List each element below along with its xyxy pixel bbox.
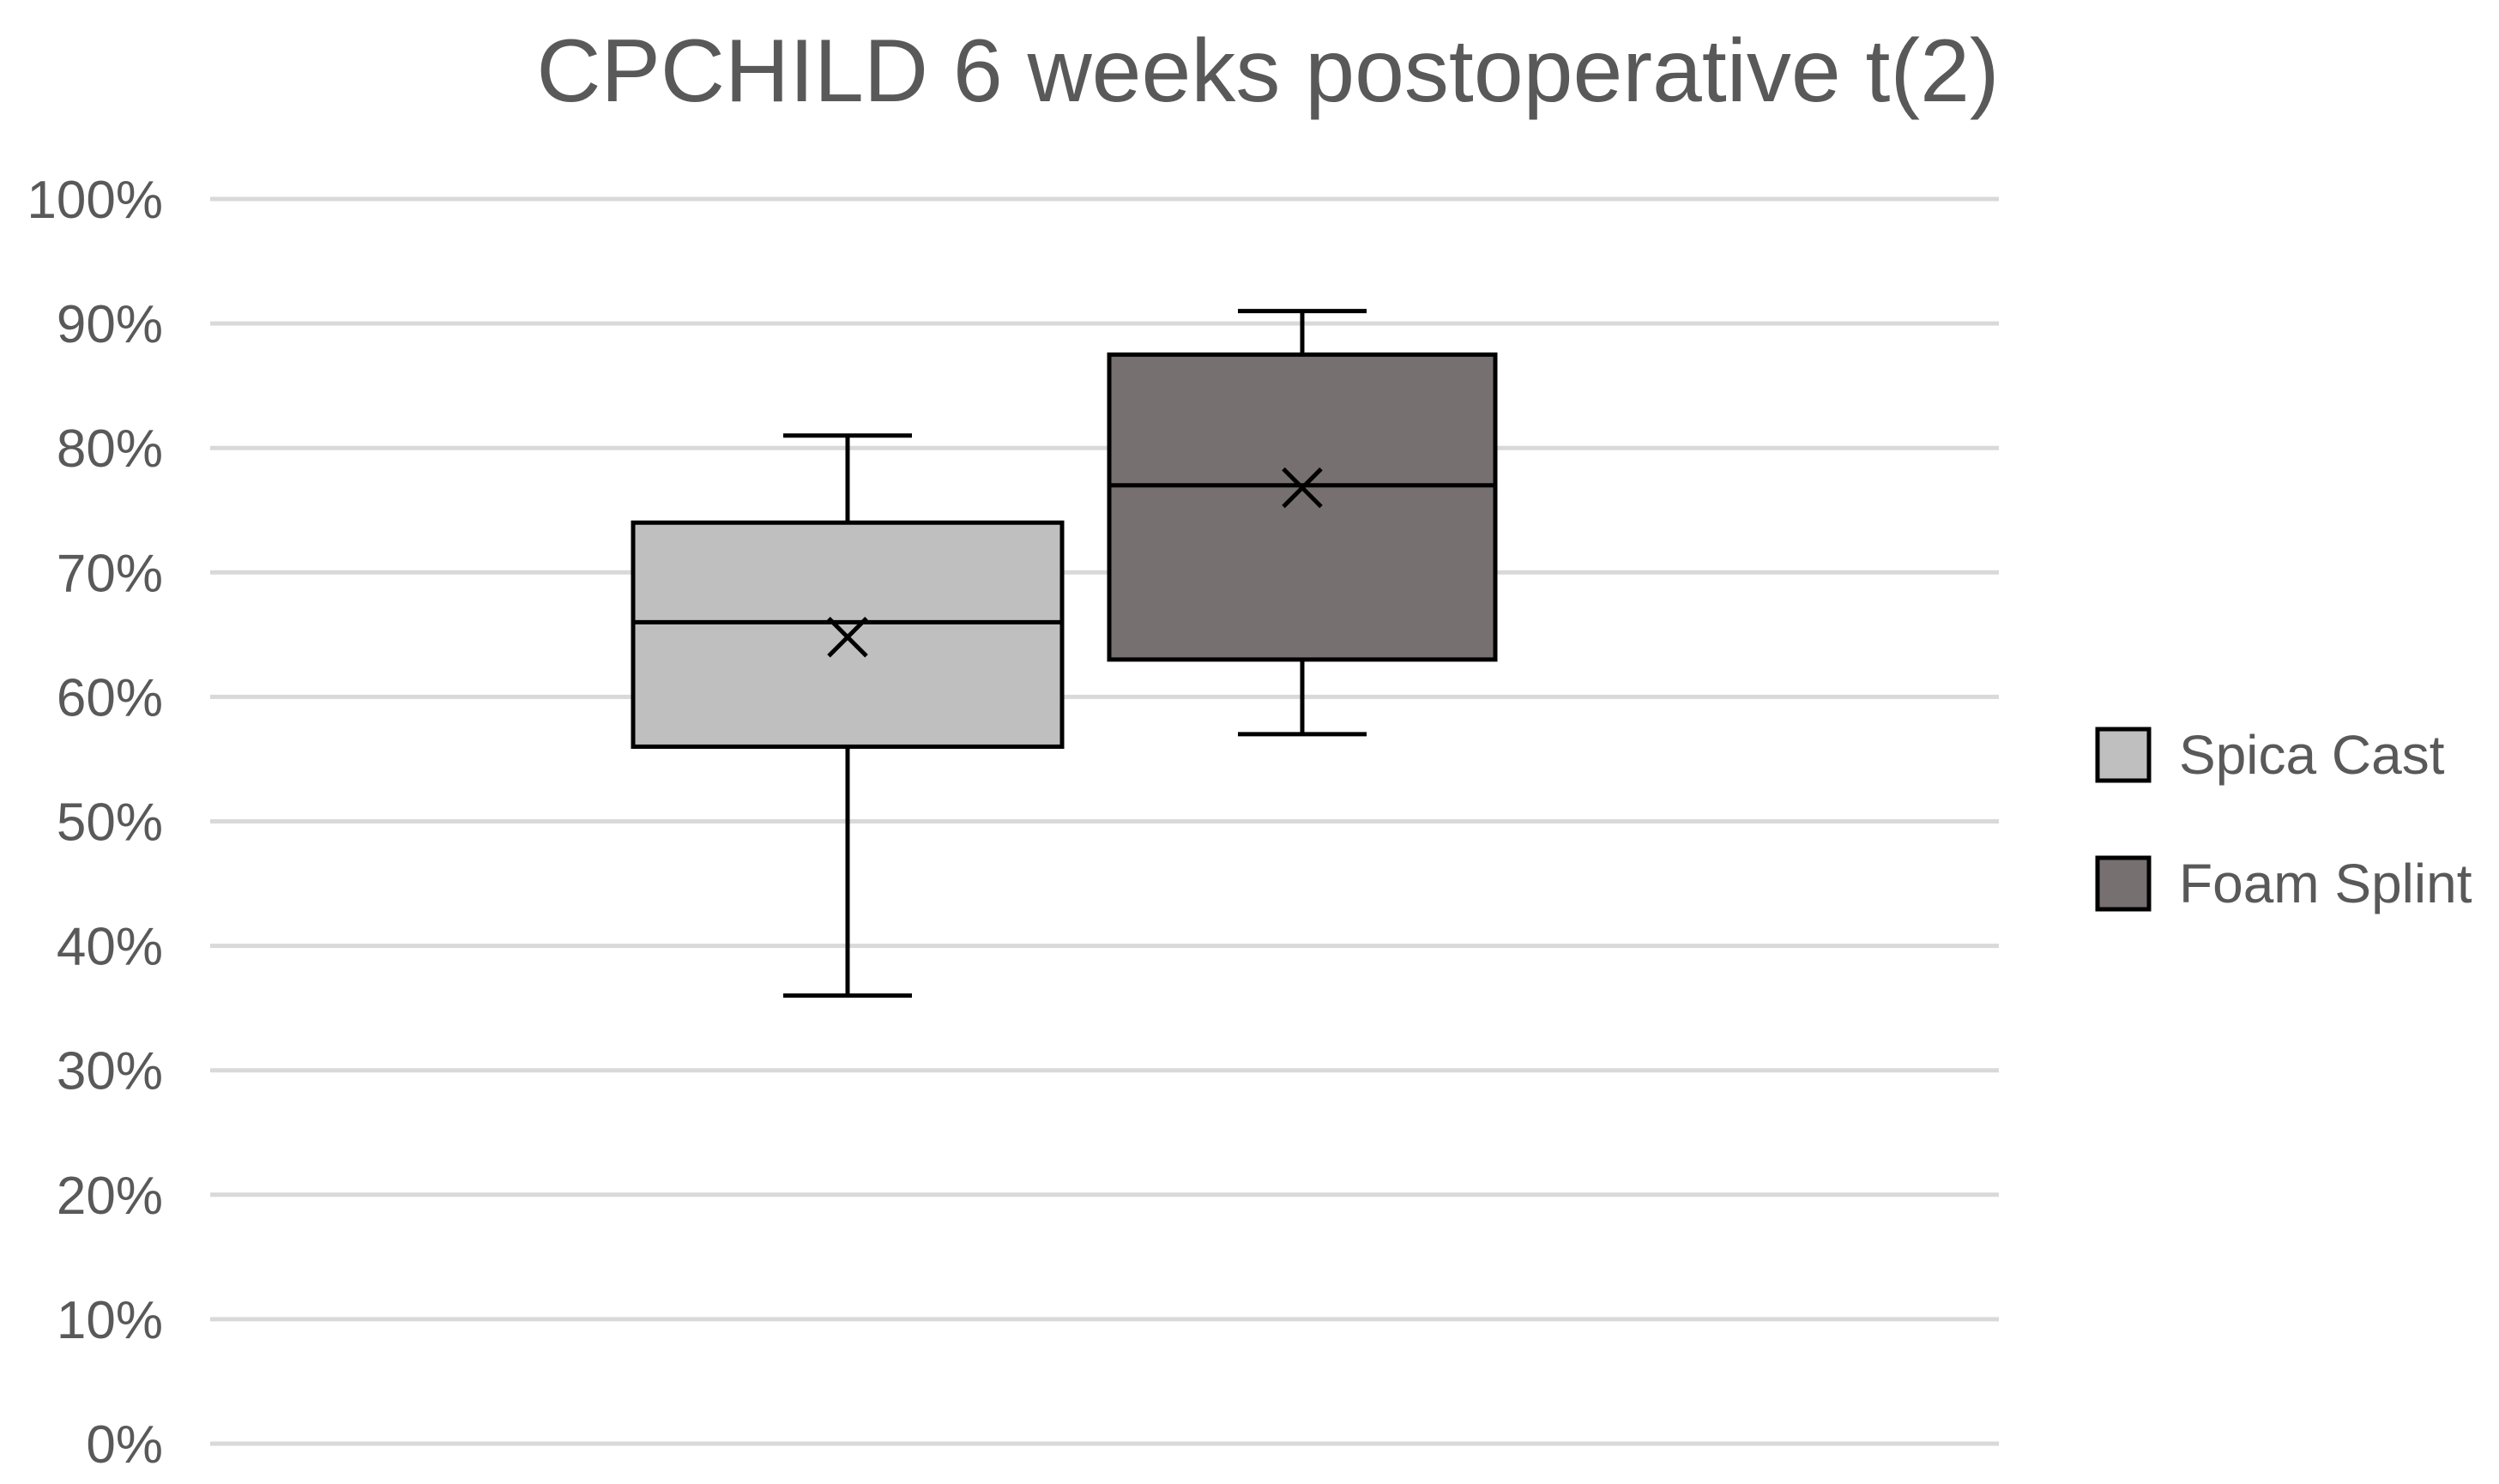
y-tick-label-40: 40% xyxy=(57,918,163,977)
y-axis-tick-labels: 0% 10% 20% 30% 40% 50% 60% 70% 80% 90% 100% xyxy=(27,171,163,1475)
legend-swatch-spica-cast xyxy=(2095,727,2152,783)
mean-marker-stroke-b xyxy=(827,616,868,658)
y-tick-label-10: 10% xyxy=(57,1291,163,1350)
legend-swatch-foam-splint xyxy=(2095,855,2152,912)
box-series xyxy=(631,309,1498,998)
y-tick-label-50: 50% xyxy=(57,793,163,853)
y-tick-label-0: 0% xyxy=(86,1415,163,1475)
y-tick-label-90: 90% xyxy=(57,295,163,354)
chart-title: CPCHILD 6 weeks postoperative t(2) xyxy=(536,21,1999,121)
interquartile-box xyxy=(1107,352,1498,662)
y-tick-label-30: 30% xyxy=(57,1042,163,1101)
gridlines xyxy=(210,196,1999,1446)
legend: Spica Cast Foam Splint xyxy=(2095,724,2472,914)
mean-marker-stroke-b xyxy=(1282,467,1323,509)
y-tick-label-100: 100% xyxy=(27,171,163,230)
y-tick-label-80: 80% xyxy=(57,419,163,479)
box-foam-splint xyxy=(1107,309,1498,737)
legend-label-spica-cast: Spica Cast xyxy=(2179,724,2445,786)
y-tick-label-20: 20% xyxy=(57,1167,163,1226)
box-spica-cast xyxy=(631,433,1065,998)
y-tick-label-70: 70% xyxy=(57,544,163,603)
y-tick-label-60: 60% xyxy=(57,668,163,727)
legend-label-foam-splint: Foam Splint xyxy=(2179,853,2472,914)
